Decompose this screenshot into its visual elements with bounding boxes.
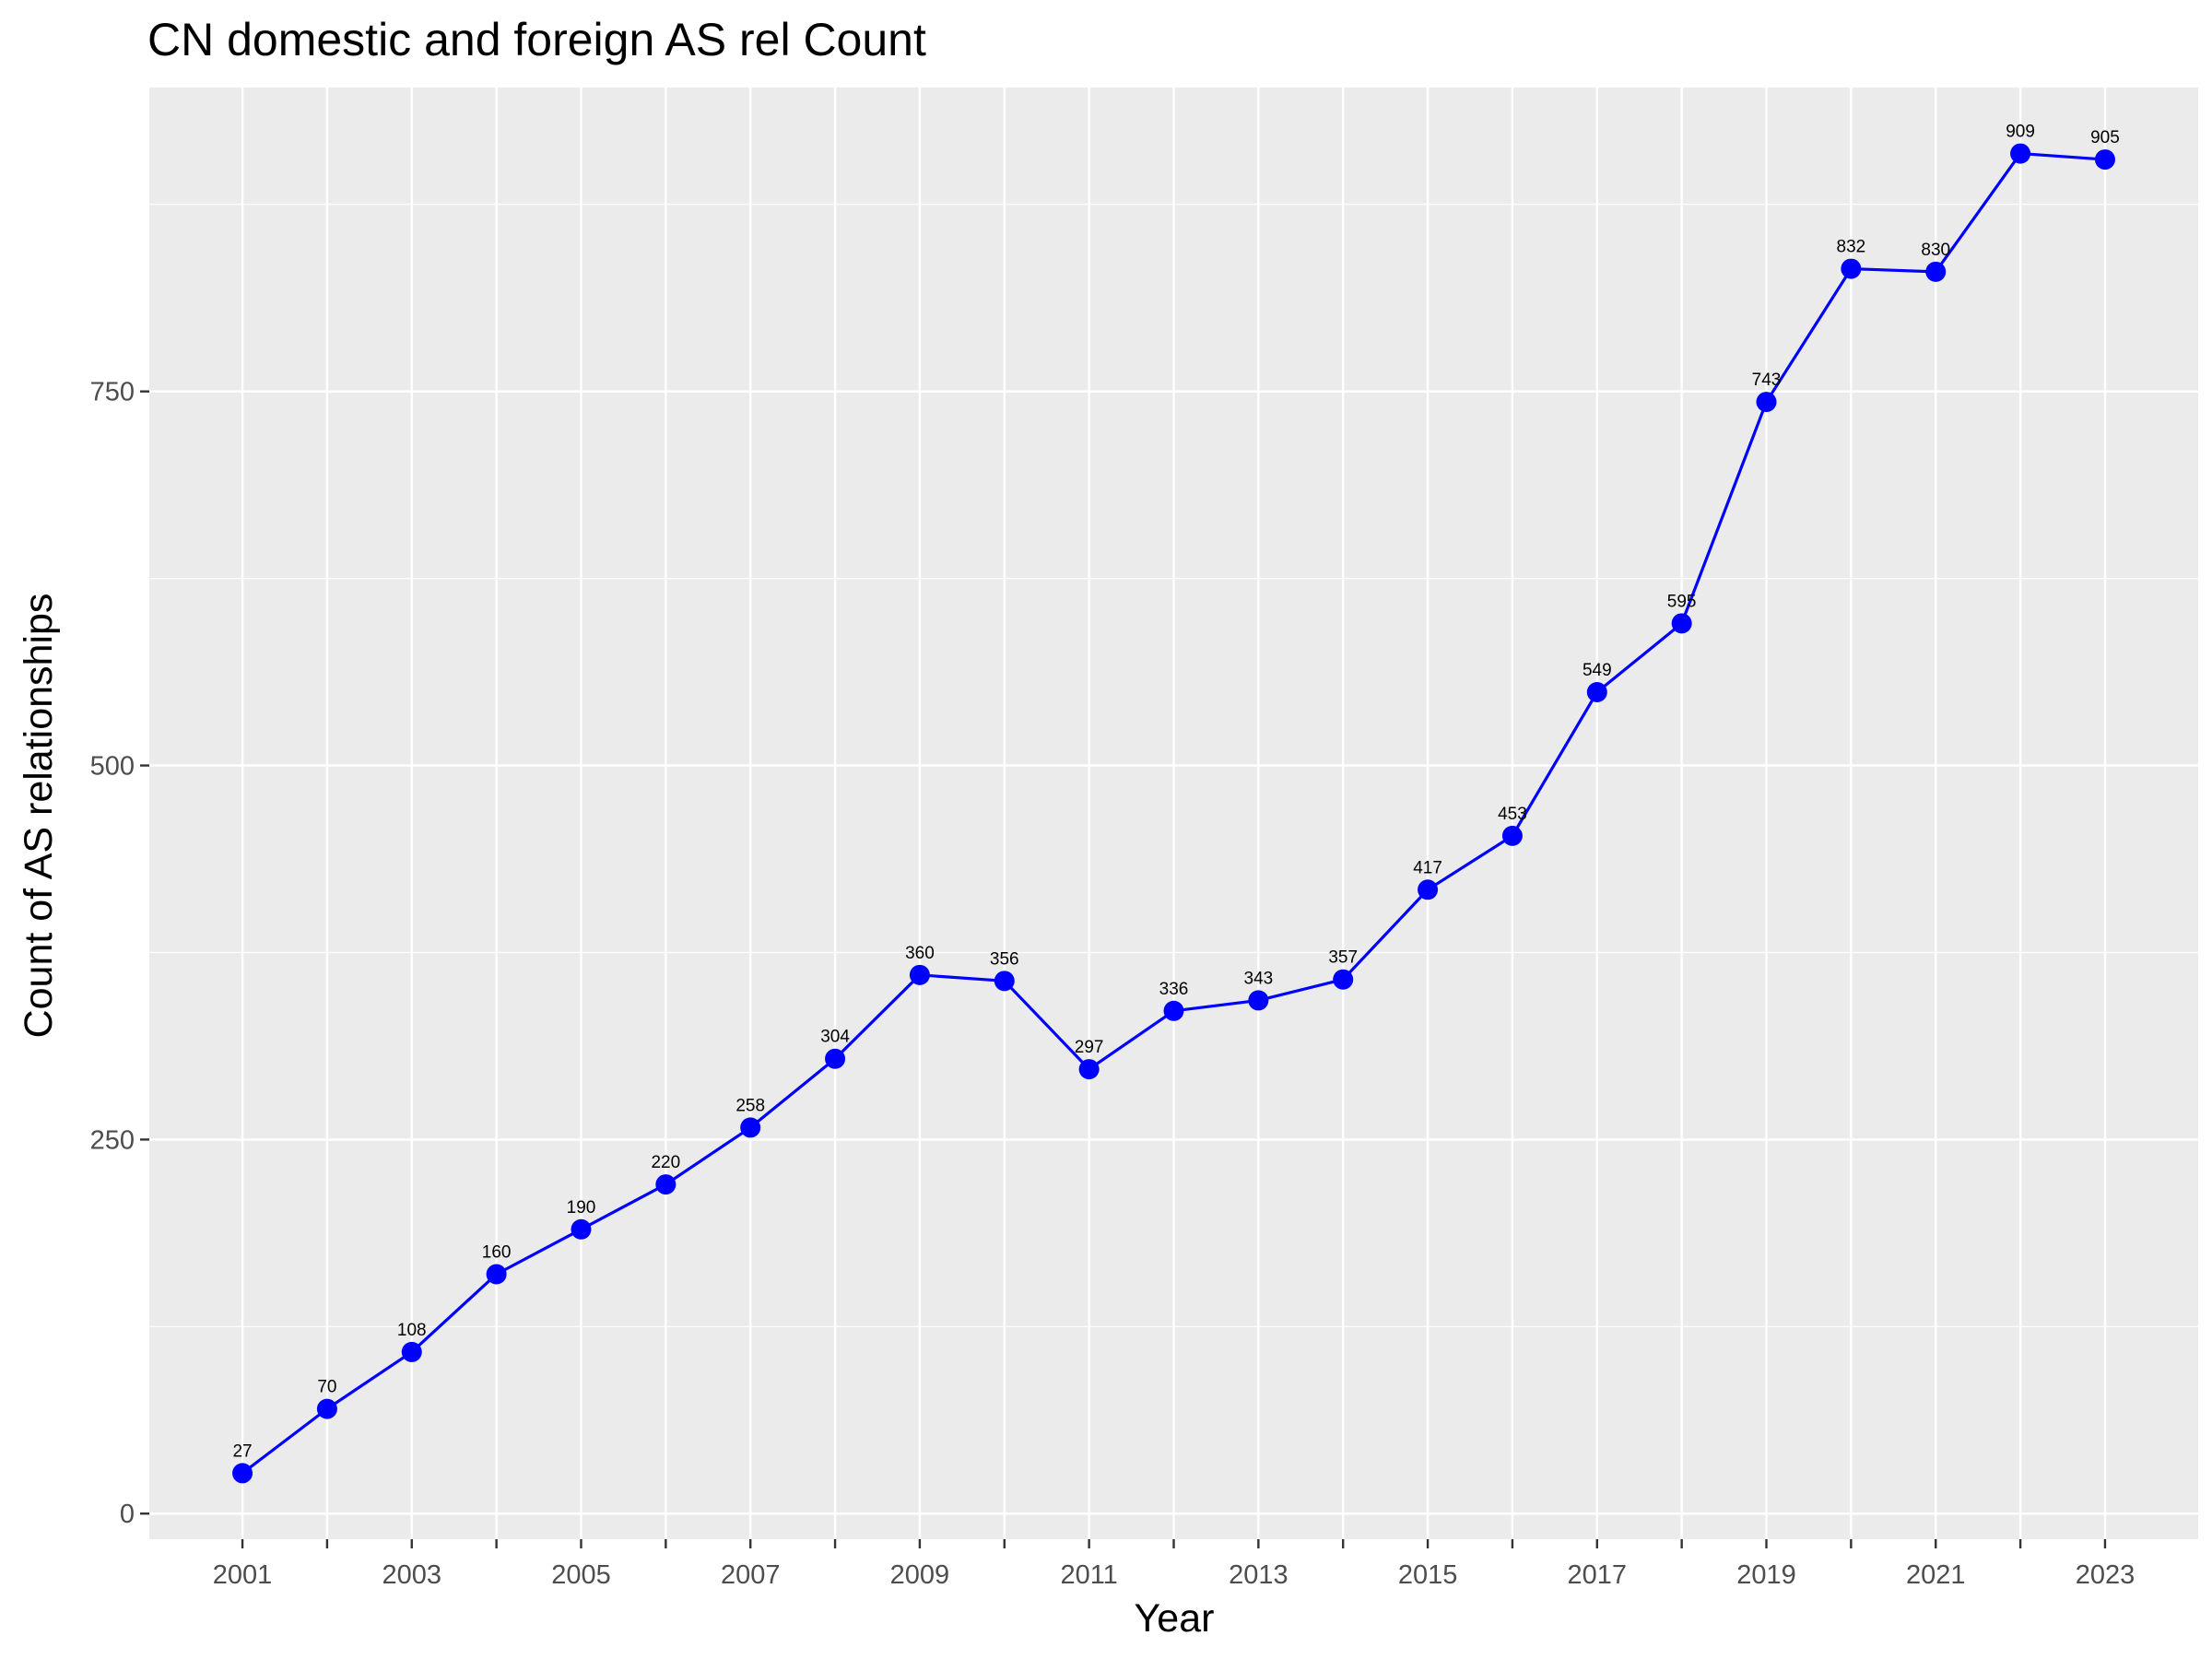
- data-point: [994, 971, 1015, 992]
- x-tick-label: 2019: [1736, 1560, 1796, 1590]
- x-tick-label: 2009: [890, 1560, 950, 1590]
- chart-title: CN domestic and foreign AS rel Count: [147, 14, 926, 65]
- data-point: [401, 1341, 422, 1362]
- data-label: 549: [1583, 661, 1612, 680]
- y-tick-label: 750: [90, 378, 135, 407]
- x-tick-label: 2013: [1229, 1560, 1288, 1590]
- data-point: [232, 1463, 253, 1484]
- data-label: 108: [397, 1321, 427, 1340]
- data-label: 160: [482, 1243, 512, 1263]
- data-label: 356: [990, 949, 1019, 969]
- data-point: [655, 1174, 677, 1195]
- data-label: 595: [1667, 592, 1697, 611]
- data-label: 832: [1837, 238, 1866, 257]
- x-tick-label: 2003: [382, 1560, 442, 1590]
- y-tick-label: 250: [90, 1125, 135, 1155]
- data-label: 258: [735, 1096, 765, 1115]
- data-point: [2094, 149, 2115, 171]
- data-label: 297: [1075, 1038, 1104, 1057]
- x-tick-label: 2007: [721, 1560, 781, 1590]
- data-point: [1841, 258, 1862, 279]
- x-tick-label: 2023: [2076, 1560, 2136, 1590]
- x-tick-label: 2015: [1398, 1560, 1458, 1590]
- data-label: 453: [1498, 805, 1527, 824]
- x-tick-label: 2021: [1906, 1560, 1966, 1590]
- y-axis-tick-labels: 0 250 500 750: [90, 378, 135, 1530]
- y-tick-label: 0: [120, 1500, 135, 1529]
- data-point: [740, 1117, 761, 1138]
- data-label: 190: [567, 1198, 596, 1218]
- data-label: 220: [651, 1153, 680, 1172]
- y-axis-title: Count of AS relationships: [17, 594, 61, 1039]
- data-label: 417: [1413, 858, 1442, 877]
- data-point: [909, 964, 930, 985]
- x-tick-label: 2005: [551, 1560, 611, 1590]
- data-point: [486, 1264, 507, 1285]
- x-axis-tick-labels: 2001 2003 2005 2007 2009 2011 2013 2015 2017 2019…: [213, 1560, 2135, 1590]
- x-tick-label: 2001: [213, 1560, 273, 1590]
- data-point: [1418, 879, 1439, 900]
- data-point: [1671, 613, 1692, 634]
- data-point: [825, 1048, 846, 1069]
- data-point: [1333, 969, 1354, 990]
- data-label: 360: [905, 944, 935, 963]
- data-label: 830: [1921, 241, 1950, 260]
- x-tick-label: 2011: [1060, 1560, 1117, 1590]
- data-point: [1248, 990, 1269, 1011]
- data-points: [232, 143, 2115, 1484]
- data-label: 304: [820, 1028, 850, 1047]
- x-tick-label: 2017: [1568, 1560, 1628, 1590]
- data-point: [1756, 392, 1777, 413]
- data-label: 357: [1328, 948, 1358, 968]
- x-axis-title: Year: [1135, 1596, 1215, 1641]
- major-gridlines: [149, 88, 2198, 1539]
- data-label: 343: [1244, 969, 1274, 988]
- data-point: [316, 1398, 337, 1419]
- data-point: [1078, 1059, 1100, 1080]
- data-point: [1586, 682, 1607, 703]
- data-label: 909: [2006, 123, 2035, 142]
- data-labels: 27 70 108 160 190 220 258 304 360 356 297 336 343 357…: [232, 123, 2119, 1462]
- data-point: [1163, 1000, 1184, 1021]
- data-point: [571, 1218, 592, 1240]
- data-point: [2010, 143, 2031, 164]
- data-label: 905: [2090, 128, 2120, 147]
- data-point: [1925, 261, 1947, 282]
- y-tick-label: 500: [90, 752, 135, 782]
- data-label: 27: [232, 1441, 252, 1461]
- axis-ticks: [140, 390, 2107, 1548]
- data-label: 336: [1159, 980, 1189, 999]
- data-point: [1501, 825, 1523, 846]
- data-label: 743: [1752, 371, 1782, 390]
- data-label: 70: [317, 1378, 336, 1397]
